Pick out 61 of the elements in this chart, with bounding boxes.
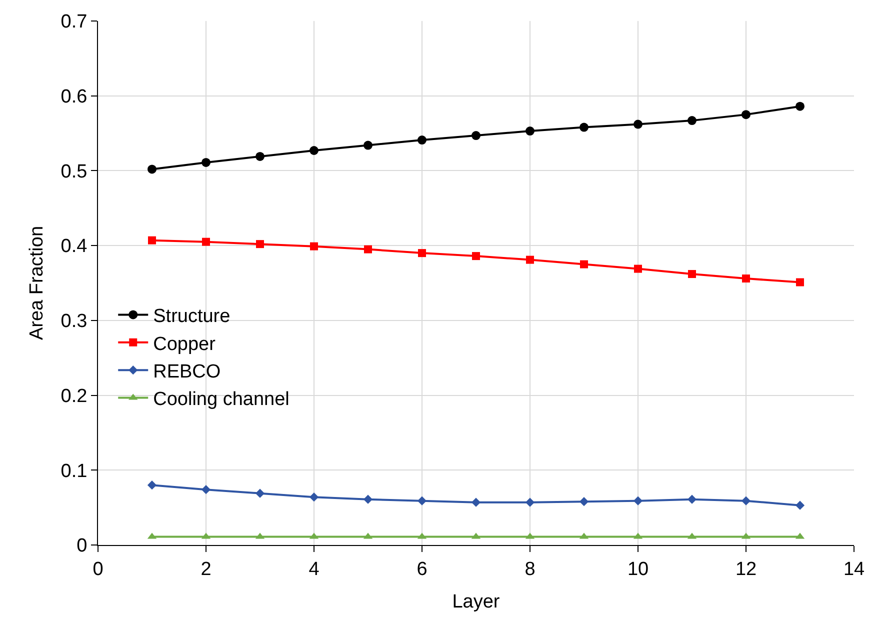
y-axis-title: Area Fraction [26,226,48,340]
y-tick-label: 0.5 [60,161,88,182]
point [742,274,750,283]
y-tick-label: 0.3 [60,311,88,332]
point [688,270,696,278]
y-tick-label: 0.2 [60,386,88,407]
x-tick-label: 2 [200,558,212,580]
x-tick-label: 14 [843,558,865,580]
x-tick-label: 0 [92,558,104,580]
point [741,496,751,506]
point [687,494,697,504]
y-tick-label: 0.1 [60,460,88,482]
y-tick-label: 0.7 [60,12,88,33]
point [526,126,534,136]
legend-label: Cooling channel [153,389,290,410]
legend-label: Structure [153,306,230,328]
point [201,485,211,494]
point [255,488,265,498]
point [202,238,210,246]
point [256,240,264,248]
point [202,158,210,167]
legend-label: REBCO [153,362,221,383]
point [796,102,804,111]
x-tick-label: 4 [308,558,320,580]
x-tick-label: 10 [627,558,649,580]
point [795,500,805,510]
point [418,136,426,145]
point [309,492,319,502]
point [742,110,750,120]
x-tick-label: 12 [735,558,757,580]
point [418,249,426,258]
point [796,278,804,286]
x-tick-label: 6 [416,558,428,580]
point [310,242,318,250]
point [471,498,481,507]
x-tick-label: 8 [524,558,536,580]
point [310,146,318,155]
point [580,122,588,132]
point [580,260,588,268]
point [147,480,157,490]
point [148,164,156,174]
point [472,252,480,260]
point [364,140,372,150]
y-tick-label: 0.4 [60,236,88,258]
point [525,498,535,507]
y-tick-label: 0.6 [60,86,88,108]
point [633,496,643,506]
point [363,494,373,504]
point [579,497,589,506]
point [417,496,427,506]
point [256,152,264,161]
point [688,116,696,126]
point [634,120,642,129]
point [364,245,372,254]
point [526,256,534,264]
point [472,131,480,140]
x-axis-title: Layer [452,592,500,613]
legend-label: Copper [153,334,216,355]
point [148,236,156,244]
point [634,264,642,273]
y-tick-label: 0 [76,536,88,557]
